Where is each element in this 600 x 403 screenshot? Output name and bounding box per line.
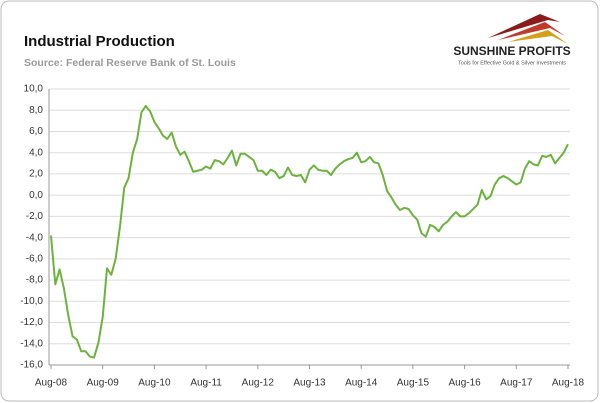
logo-name: SUNSHINE PROFITS [453, 44, 570, 58]
x-tick-label: Aug-10 [138, 378, 171, 389]
y-tick-label: -14,0 [20, 338, 43, 349]
x-tick-label: Aug-17 [500, 378, 533, 389]
y-tick-label: -12,0 [20, 317, 43, 328]
x-tick-label: Aug-18 [552, 378, 585, 389]
logo-swoosh [498, 22, 565, 40]
y-tick-label: 2,0 [29, 169, 43, 180]
x-tick-label: Aug-16 [448, 378, 481, 389]
x-tick-label: Aug-14 [345, 378, 378, 389]
chart-title: Industrial Production [24, 33, 175, 50]
y-tick-label: 6,0 [29, 126, 43, 137]
y-tick-label: -4,0 [26, 232, 44, 243]
x-tick-label: Aug-12 [242, 378, 275, 389]
y-tick-label: -8,0 [26, 275, 44, 286]
x-tick-label: Aug-11 [190, 378, 222, 389]
x-tick-label: Aug-09 [87, 378, 120, 389]
y-tick-label: -2,0 [26, 211, 44, 222]
y-tick-label: 4,0 [29, 147, 43, 158]
y-tick-label: -6,0 [26, 253, 44, 264]
y-tick-label: -10,0 [20, 296, 43, 307]
y-tick-label: 10,0 [24, 84, 44, 95]
logo-swoosh [508, 30, 568, 44]
x-tick-label: Aug-15 [397, 378, 430, 389]
y-tick-label: -16,0 [20, 360, 43, 371]
chart-subtitle: Source: Federal Reserve Bank of St. Loui… [24, 57, 236, 69]
y-tick-label: 0,0 [29, 190, 43, 201]
x-tick-label: Aug-08 [35, 378, 68, 389]
logo-swoosh [488, 14, 560, 38]
logo-tagline: Tools for Effective Gold & Silver Invest… [458, 60, 566, 66]
y-tick-label: 8,0 [29, 105, 43, 116]
line-series [50, 104, 569, 359]
x-tick-label: Aug-13 [293, 378, 326, 389]
logo: SUNSHINE PROFITS Tools for Effective Gol… [453, 14, 571, 66]
